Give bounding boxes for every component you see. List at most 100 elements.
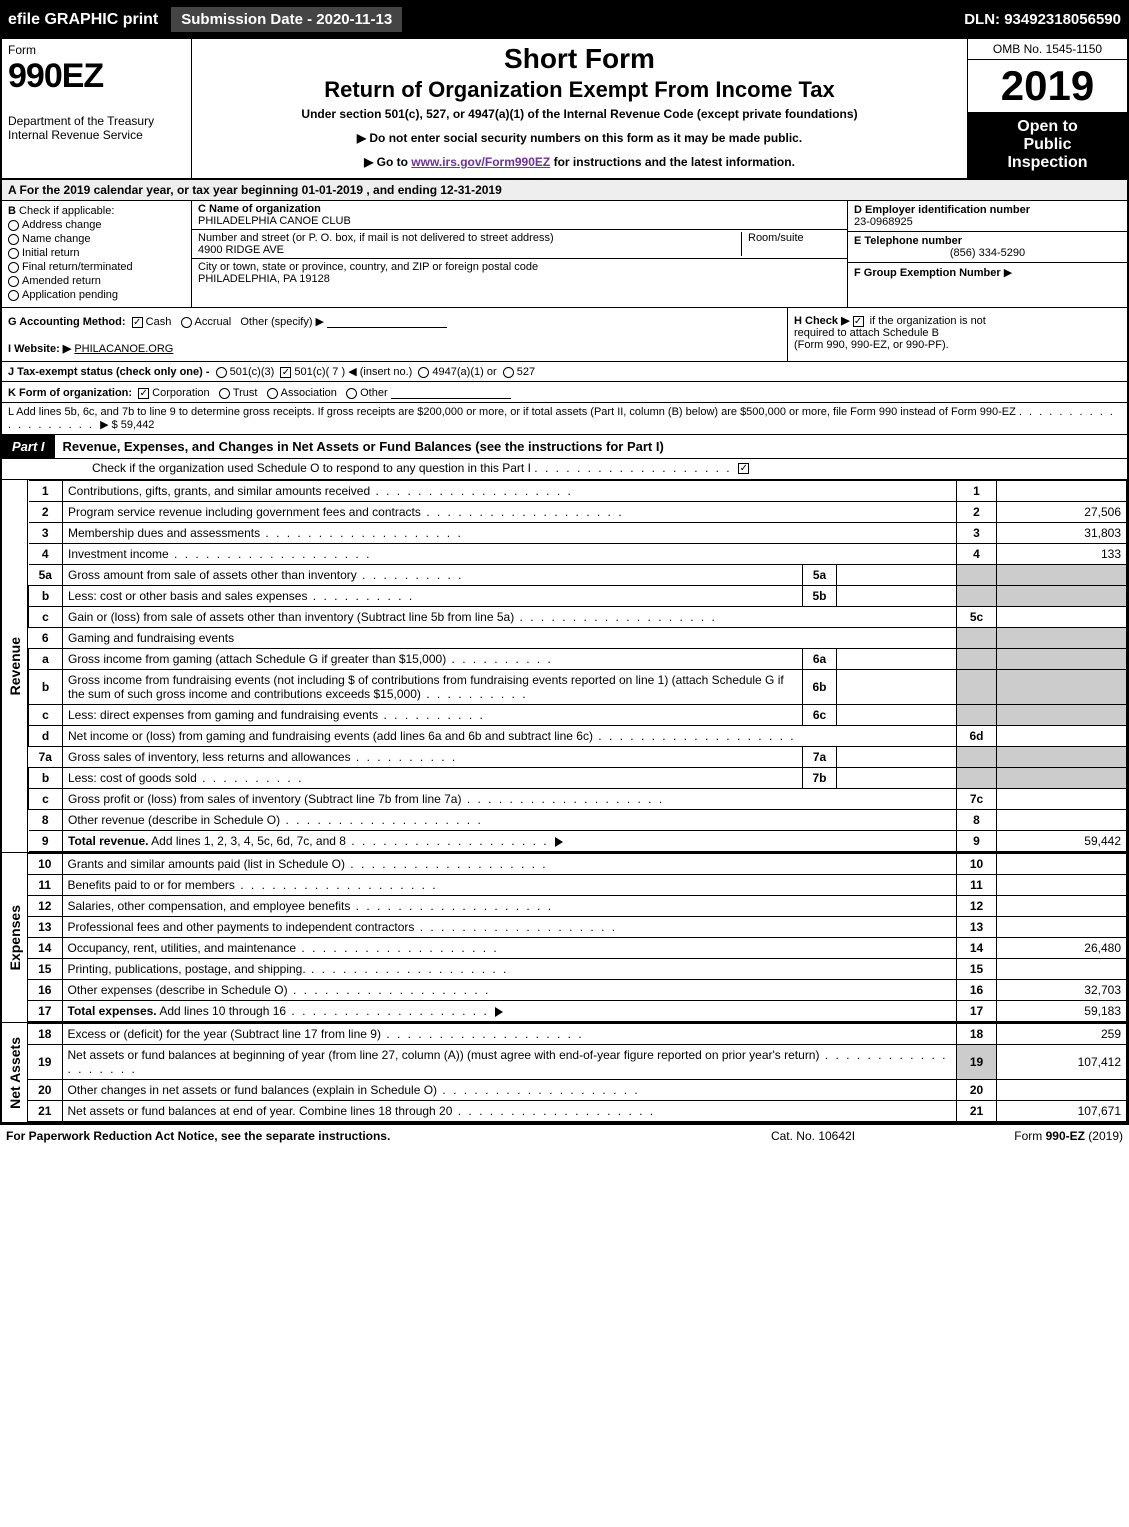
g-other-blank[interactable] [327, 314, 447, 328]
col-number [957, 649, 997, 670]
k-other-blank[interactable] [391, 385, 511, 399]
b-opt-name-change[interactable]: Name change [8, 233, 185, 245]
b-opt-amended[interactable]: Amended return [8, 275, 185, 287]
circle-icon[interactable] [503, 367, 514, 378]
circle-icon[interactable] [181, 317, 192, 328]
dept-treasury: Department of the Treasury [8, 114, 185, 128]
b-opt-label-2: Initial return [22, 247, 79, 259]
circle-icon[interactable] [267, 388, 278, 399]
table-row: 4Investment income4133 [29, 544, 1127, 565]
b-opt-address-change[interactable]: Address change [8, 219, 185, 231]
j-o3: 4947(a)(1) or [432, 366, 496, 378]
line-number: 21 [28, 1101, 62, 1122]
note2-suffix: for instructions and the latest informat… [550, 155, 795, 169]
triangle-right-icon [555, 837, 563, 847]
b-opt-final-return[interactable]: Final return/terminated [8, 261, 185, 273]
line-desc: Gross income from fundraising events (no… [63, 670, 803, 705]
line-desc: Gross income from gaming (attach Schedul… [63, 649, 803, 670]
g-label: G Accounting Method: [8, 316, 126, 328]
top-bar: efile GRAPHIC print Submission Date - 20… [0, 0, 1129, 39]
line-desc: Other revenue (describe in Schedule O) [63, 810, 957, 831]
checkbox-cash[interactable] [132, 317, 143, 328]
revenue-vlabel: Revenue [7, 637, 23, 695]
circle-icon[interactable] [418, 367, 429, 378]
website-value[interactable]: PHILACANOE.ORG [74, 343, 173, 355]
col-number: 3 [957, 523, 997, 544]
form-word: Form [8, 43, 185, 57]
line-desc: Printing, publications, postage, and shi… [62, 959, 957, 980]
b-opt-initial-return[interactable]: Initial return [8, 247, 185, 259]
line-i: I Website: ▶ PHILACANOE.ORG [8, 342, 781, 355]
col-number: 18 [957, 1024, 997, 1045]
checkbox-h[interactable] [853, 316, 864, 327]
note-goto: ▶ Go to www.irs.gov/Form990EZ for instru… [198, 155, 961, 169]
col-number: 4 [957, 544, 997, 565]
irs-link[interactable]: www.irs.gov/Form990EZ [411, 155, 550, 169]
line-desc: Membership dues and assessments [63, 523, 957, 544]
revenue-body: 1Contributions, gifts, grants, and simil… [28, 480, 1127, 852]
part1-tag: Part I [2, 435, 55, 458]
checkbox-schedule-o[interactable] [738, 463, 749, 474]
line-number: 17 [28, 1001, 62, 1022]
g-accrual: Accrual [195, 316, 232, 328]
line-desc: Gain or (loss) from sale of assets other… [63, 607, 957, 628]
amount-cell: 26,480 [997, 938, 1127, 959]
ein-value: 23-0968925 [854, 216, 1121, 228]
circle-icon[interactable] [219, 388, 230, 399]
b-opt-app-pending[interactable]: Application pending [8, 289, 185, 301]
line-desc: Program service revenue including govern… [63, 502, 957, 523]
line-number: 7a [29, 747, 63, 768]
h-line3: (Form 990, 990-EZ, or 990-PF). [794, 339, 1121, 351]
mini-line-no: 7b [803, 768, 837, 789]
amount-cell [997, 789, 1127, 810]
circle-icon [8, 234, 19, 245]
subtitle: Under section 501(c), 527, or 4947(a)(1)… [198, 107, 961, 121]
amount-cell [997, 854, 1127, 875]
mini-line-val [837, 586, 957, 607]
line-number: 5a [29, 565, 63, 586]
table-row: 21Net assets or fund balances at end of … [28, 1101, 1127, 1122]
b-opt-label-5: Application pending [22, 289, 118, 301]
netassets-table: 18Excess or (deficit) for the year (Subt… [28, 1023, 1127, 1122]
amount-cell [997, 810, 1127, 831]
k-o1: Corporation [152, 387, 209, 399]
k-o3: Association [281, 387, 337, 399]
line-number: 10 [28, 854, 62, 875]
line-desc: Less: direct expenses from gaming and fu… [63, 705, 803, 726]
note-ssn: ▶ Do not enter social security numbers o… [198, 131, 961, 145]
footer-catno: Cat. No. 10642I [703, 1129, 923, 1143]
l-amount: ▶ $ 59,442 [100, 419, 154, 431]
line-number: b [29, 768, 63, 789]
checkbox-corp[interactable] [138, 388, 149, 399]
part1-header: Part I Revenue, Expenses, and Changes in… [2, 435, 1127, 459]
telephone-value: (856) 334-5290 [854, 247, 1121, 259]
line-desc: Other expenses (describe in Schedule O) [62, 980, 957, 1001]
circle-icon [8, 262, 19, 273]
circle-icon[interactable] [346, 388, 357, 399]
col-number: 2 [957, 502, 997, 523]
circle-icon [8, 220, 19, 231]
triangle-right-icon: ▶ [1004, 267, 1012, 279]
checkbox-501c[interactable] [280, 367, 291, 378]
line-desc: Benefits paid to or for members [62, 875, 957, 896]
open-line2: Public [972, 136, 1123, 154]
col-number: 8 [957, 810, 997, 831]
line-number: 1 [29, 481, 63, 502]
h-line1: H Check ▶ [794, 315, 850, 327]
amount-cell: 133 [997, 544, 1127, 565]
table-row: cLess: direct expenses from gaming and f… [29, 705, 1127, 726]
efile-suffix[interactable]: print [123, 11, 159, 28]
table-row: 10Grants and similar amounts paid (list … [28, 854, 1127, 875]
table-row: dNet income or (loss) from gaming and fu… [29, 726, 1127, 747]
line-desc: Grants and similar amounts paid (list in… [62, 854, 957, 875]
j-o2: 501(c)( 7 ) ◀ (insert no.) [294, 366, 412, 378]
line-number: c [29, 607, 63, 628]
f-label: F Group Exemption Number [854, 267, 1001, 279]
revenue-side-label: Revenue [2, 480, 28, 852]
table-row: 19Net assets or fund balances at beginni… [28, 1045, 1127, 1080]
amount-cell: 32,703 [997, 980, 1127, 1001]
b-opt-label-3: Final return/terminated [22, 261, 133, 273]
mini-line-no: 7a [803, 747, 837, 768]
circle-icon[interactable] [216, 367, 227, 378]
amount-cell [997, 726, 1127, 747]
